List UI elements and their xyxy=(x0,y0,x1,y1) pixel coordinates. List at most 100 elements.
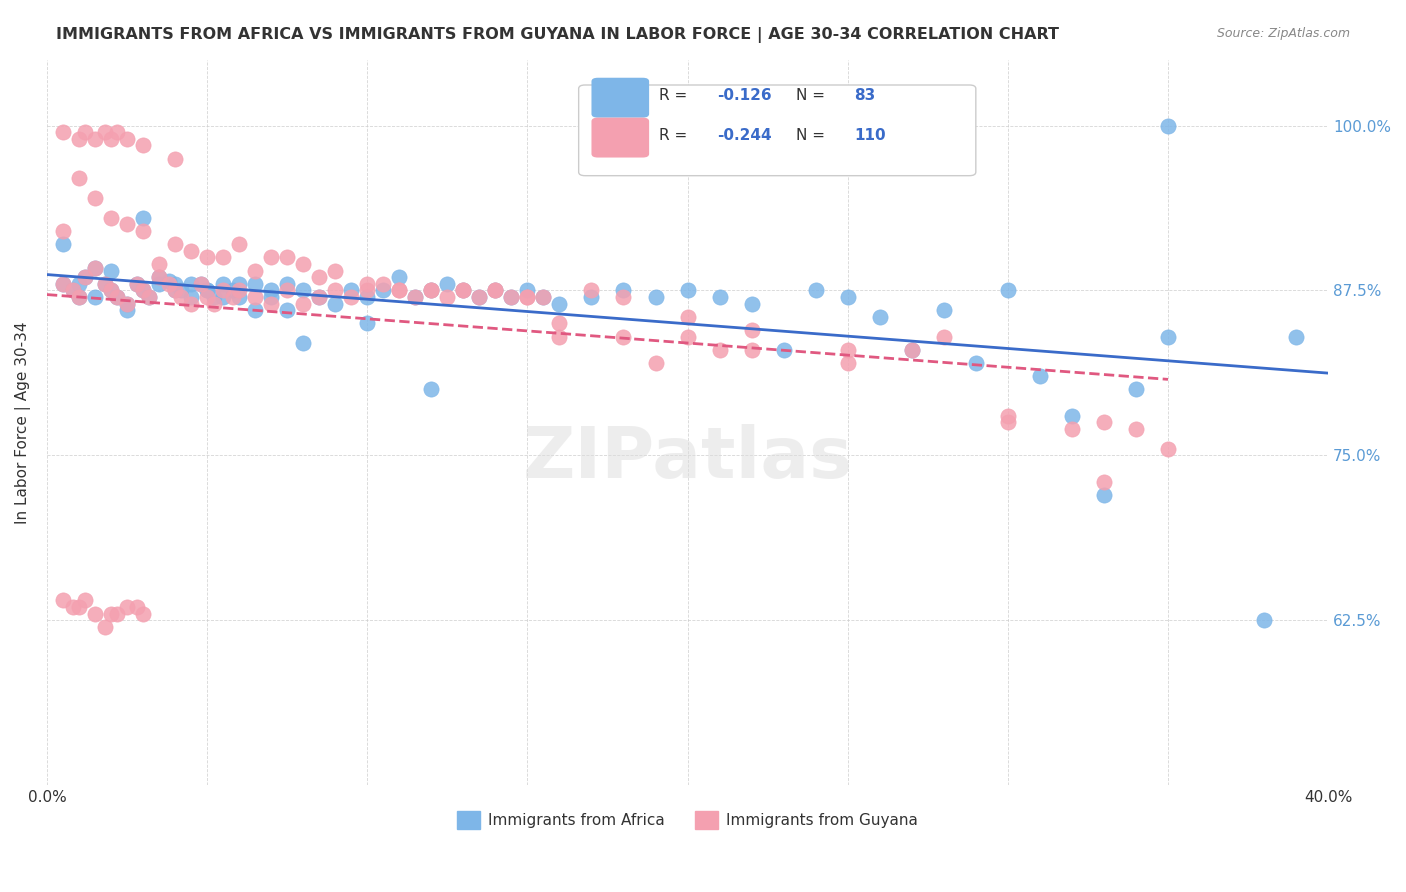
Point xyxy=(1092,415,1115,429)
Point xyxy=(292,284,315,298)
Point xyxy=(52,277,75,291)
Point xyxy=(709,290,731,304)
Point xyxy=(260,284,283,298)
Point xyxy=(125,277,148,291)
Point xyxy=(323,296,346,310)
Text: IMMIGRANTS FROM AFRICA VS IMMIGRANTS FROM GUYANA IN LABOR FORCE | AGE 30-34 CORR: IMMIGRANTS FROM AFRICA VS IMMIGRANTS FRO… xyxy=(56,27,1059,43)
Point xyxy=(1060,409,1083,423)
Point xyxy=(676,310,699,324)
Point xyxy=(932,303,955,318)
Point xyxy=(228,284,250,298)
Point xyxy=(373,284,395,298)
Point xyxy=(195,251,218,265)
Point xyxy=(132,224,155,238)
Point xyxy=(222,290,245,304)
Point xyxy=(157,274,180,288)
Point xyxy=(420,383,443,397)
Text: N =: N = xyxy=(796,88,831,103)
Point xyxy=(276,251,298,265)
Point xyxy=(612,284,634,298)
Point xyxy=(837,356,859,370)
Point xyxy=(100,132,122,146)
Point xyxy=(93,277,115,291)
Point xyxy=(115,600,138,615)
Point xyxy=(356,317,378,331)
Point xyxy=(228,237,250,252)
Point xyxy=(75,270,97,285)
Point xyxy=(100,284,122,298)
Point xyxy=(965,356,987,370)
Point xyxy=(115,132,138,146)
Point xyxy=(356,290,378,304)
Point xyxy=(1092,488,1115,502)
Text: Source: ZipAtlas.com: Source: ZipAtlas.com xyxy=(1216,27,1350,40)
Point xyxy=(932,329,955,343)
Point xyxy=(292,257,315,271)
Point xyxy=(180,290,202,304)
Point xyxy=(100,211,122,225)
Point xyxy=(453,284,475,298)
Point xyxy=(1092,475,1115,489)
Point xyxy=(404,290,426,304)
Point xyxy=(308,290,330,304)
Point xyxy=(132,284,155,298)
Point xyxy=(612,290,634,304)
Point xyxy=(165,237,187,252)
Point xyxy=(243,277,266,291)
Point xyxy=(84,607,107,621)
Point xyxy=(93,125,115,139)
Point xyxy=(138,290,160,304)
Point xyxy=(804,284,827,298)
Text: R =: R = xyxy=(659,88,693,103)
Point xyxy=(1157,442,1180,456)
Point xyxy=(180,244,202,258)
Point xyxy=(115,303,138,318)
Point xyxy=(202,296,225,310)
Point xyxy=(228,290,250,304)
Point xyxy=(1157,119,1180,133)
Point xyxy=(84,260,107,275)
Point xyxy=(260,290,283,304)
Point xyxy=(1157,329,1180,343)
Point xyxy=(222,284,245,298)
Point xyxy=(132,284,155,298)
Point xyxy=(165,152,187,166)
Point xyxy=(243,263,266,277)
Point xyxy=(157,277,180,291)
Point xyxy=(62,284,84,298)
Point xyxy=(148,257,170,271)
Point xyxy=(308,270,330,285)
Point xyxy=(388,284,411,298)
Point xyxy=(373,277,395,291)
Point xyxy=(453,284,475,298)
Text: R =: R = xyxy=(659,128,693,144)
Point xyxy=(501,290,523,304)
Point xyxy=(308,290,330,304)
Point xyxy=(165,284,187,298)
Point xyxy=(107,125,129,139)
Point xyxy=(468,290,491,304)
Point xyxy=(1253,613,1275,627)
Point xyxy=(132,607,155,621)
Point xyxy=(180,296,202,310)
Point xyxy=(292,336,315,351)
Point xyxy=(165,277,187,291)
Point xyxy=(107,290,129,304)
Point xyxy=(125,600,148,615)
Point xyxy=(260,296,283,310)
Point xyxy=(115,296,138,310)
Point xyxy=(165,284,187,298)
Point xyxy=(100,607,122,621)
Point xyxy=(93,620,115,634)
Point xyxy=(501,290,523,304)
Point xyxy=(340,284,363,298)
Point xyxy=(62,284,84,298)
Point xyxy=(93,277,115,291)
Point xyxy=(107,607,129,621)
Point xyxy=(612,329,634,343)
Point xyxy=(676,284,699,298)
Point xyxy=(484,284,506,298)
Point xyxy=(243,290,266,304)
Point xyxy=(644,290,666,304)
Point xyxy=(468,290,491,304)
